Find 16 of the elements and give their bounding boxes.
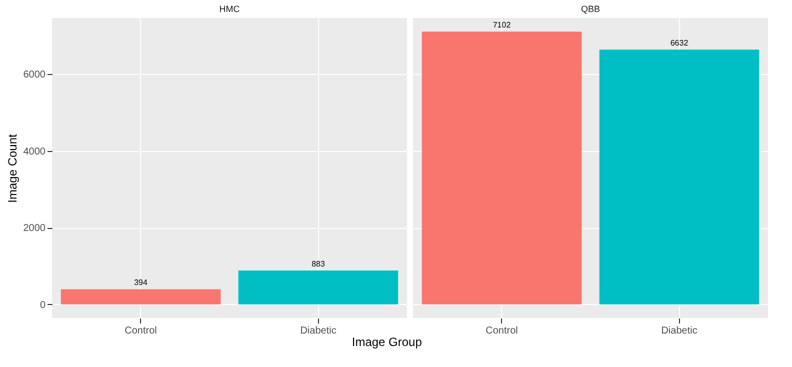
data-label: 883 xyxy=(312,259,326,268)
x-tick-label: Diabetic xyxy=(300,326,336,336)
y-axis-title: Image Count xyxy=(5,133,20,203)
y-tick-label: 0 xyxy=(40,300,46,311)
y-tick-label: 2000 xyxy=(23,223,46,234)
chart-title: HMC xyxy=(219,4,240,14)
x-tick-label: Control xyxy=(124,326,157,336)
data-label: 394 xyxy=(134,278,148,288)
x-tick-label: Diabetic xyxy=(661,326,698,336)
data-label: 6632 xyxy=(670,38,689,48)
y-tick-label: 4000 xyxy=(23,146,46,158)
y-tick-label: 6000 xyxy=(23,69,46,80)
chart-title: QBB xyxy=(580,4,600,14)
data-label: 7102 xyxy=(492,20,512,30)
x-tick-label: Control xyxy=(486,326,518,336)
x-axis-title: Image Group xyxy=(352,335,422,349)
